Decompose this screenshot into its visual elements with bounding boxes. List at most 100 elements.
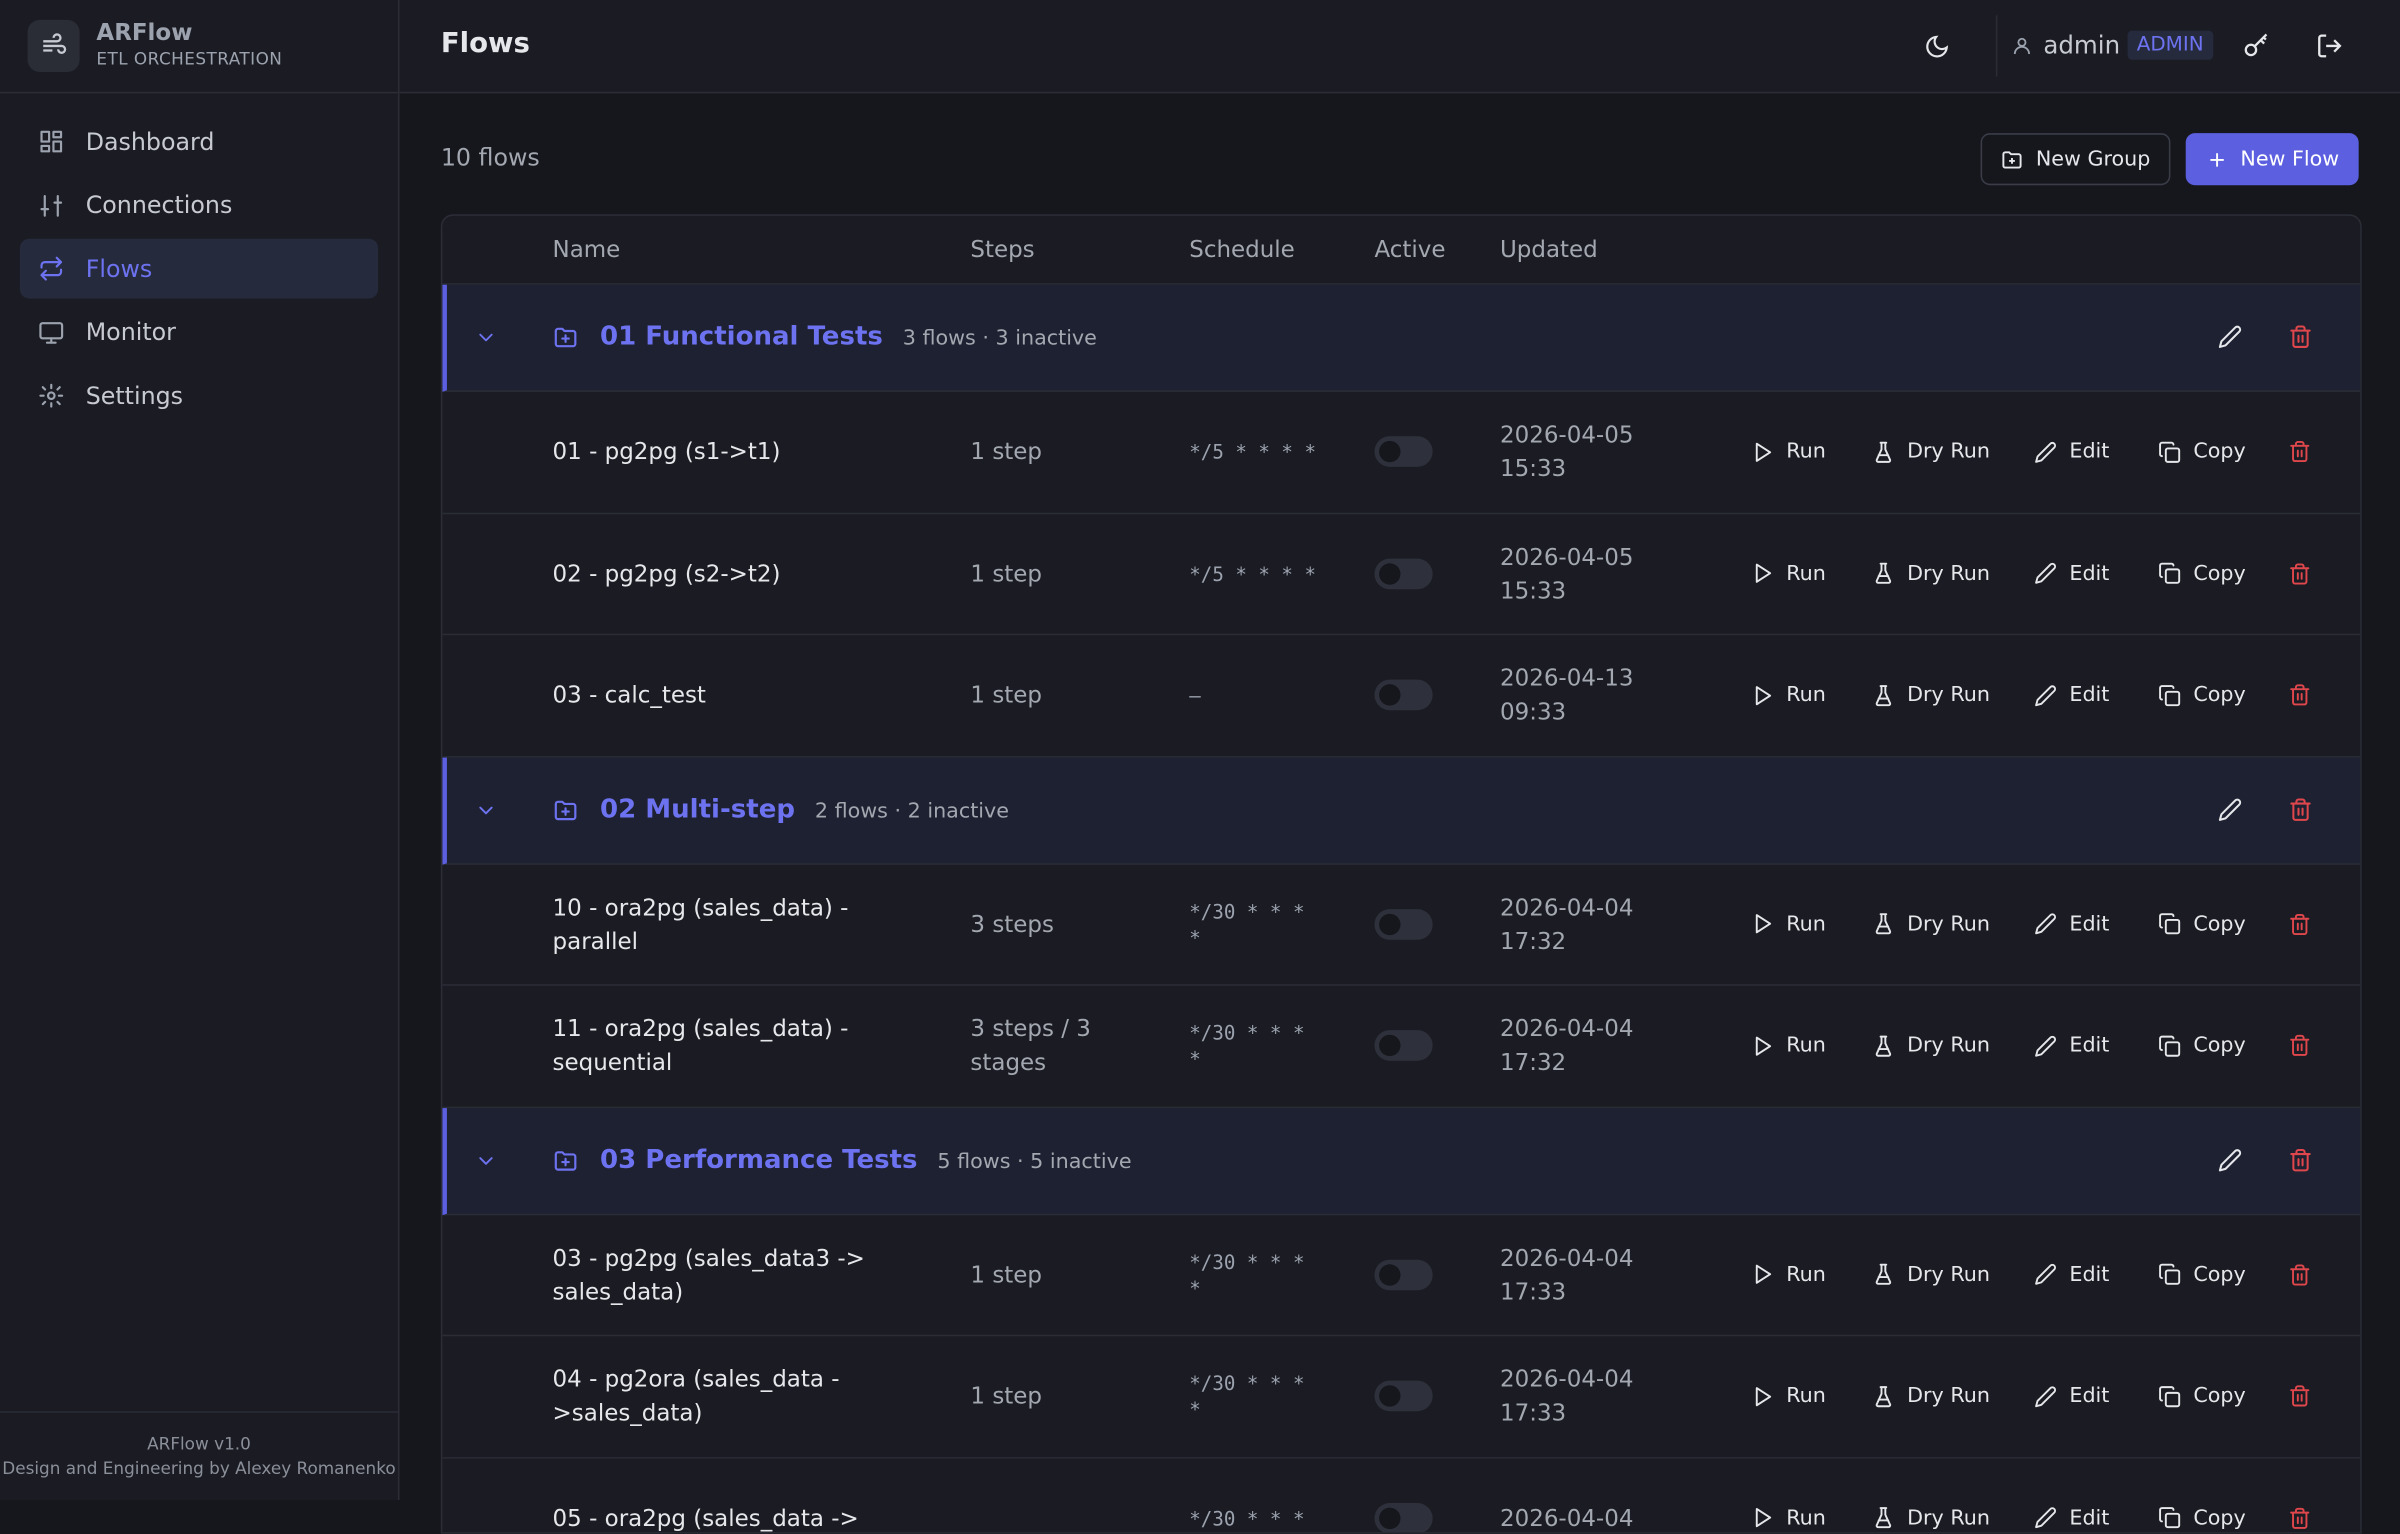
- theme-toggle[interactable]: [1924, 34, 1950, 60]
- dry-run-button[interactable]: Dry Run: [1872, 1384, 1990, 1409]
- run-button[interactable]: Run: [1751, 683, 1826, 708]
- nav-item[interactable]: Settings: [20, 366, 378, 426]
- copy-button[interactable]: Copy: [2158, 440, 2246, 464]
- delete-flow-button[interactable]: [2288, 1034, 2311, 1057]
- logout-button[interactable]: [2316, 32, 2344, 60]
- dry-run-button[interactable]: Dry Run: [1872, 683, 1990, 708]
- new-group-button[interactable]: New Group: [1980, 133, 2171, 186]
- flow-row: 01 - pg2pg (s1->t1) 1 step */5 * * * * 2026…: [442, 392, 2361, 514]
- active-toggle[interactable]: [1374, 908, 1433, 940]
- icon: [1755, 914, 1772, 934]
- delete-group-button[interactable]: [2288, 324, 2312, 355]
- delete-flow-button[interactable]: [2288, 1507, 2311, 1530]
- delete-flow-button[interactable]: [2288, 562, 2311, 585]
- delete-flow-button[interactable]: [2288, 684, 2311, 707]
- nav-item[interactable]: Monitor: [20, 302, 378, 362]
- delete-flow-button[interactable]: [2288, 440, 2311, 463]
- group-row[interactable]: 03 Performance Tests 5 flows · 5 inactive: [442, 1107, 2361, 1215]
- active-toggle[interactable]: [1374, 436, 1433, 468]
- icon: [2159, 1035, 2181, 1057]
- active-toggle[interactable]: [1374, 1259, 1433, 1290]
- edit-button[interactable]: Edit: [2034, 1384, 2109, 1409]
- icon: [2159, 684, 2181, 706]
- run-button[interactable]: Run: [1751, 561, 1826, 586]
- edit-button[interactable]: Edit: [2034, 1034, 2109, 1058]
- run-button[interactable]: Run: [1751, 1506, 1826, 1530]
- icon: [1875, 1035, 1892, 1057]
- copy-button[interactable]: Copy: [2158, 1506, 2246, 1530]
- button-label: Dry Run: [1907, 439, 1990, 465]
- copy-button[interactable]: Copy: [2158, 912, 2246, 936]
- delete-group-button[interactable]: [2288, 797, 2312, 828]
- run-button[interactable]: Run: [1751, 1262, 1826, 1287]
- nav-item[interactable]: Connections: [20, 175, 378, 235]
- dry-run-button[interactable]: Dry Run: [1872, 1262, 1990, 1287]
- flow-updated: 2026-04-13 09:33: [1499, 664, 1634, 726]
- edit-group-button[interactable]: [2218, 1147, 2242, 1178]
- delete-group-button[interactable]: [2288, 1147, 2312, 1178]
- active-toggle[interactable]: [1374, 558, 1433, 589]
- delete-flow-button[interactable]: [2288, 913, 2311, 936]
- copy-button[interactable]: Copy: [2158, 561, 2246, 586]
- group-name: 02 Multi-step: [599, 793, 795, 825]
- credit: Design and Engineering by Alexey Romanen…: [2, 1458, 396, 1479]
- delete-flow-button[interactable]: [2288, 1263, 2311, 1286]
- group-row[interactable]: 01 Functional Tests 3 flows · 3 inactive: [442, 284, 2361, 392]
- dry-run-button[interactable]: Dry Run: [1872, 1034, 1990, 1058]
- dry-run-button[interactable]: Dry Run: [1872, 561, 1990, 586]
- flow-name[interactable]: 10 - ora2pg (sales_data) - parallel: [552, 893, 849, 955]
- dry-run-button[interactable]: Dry Run: [1872, 1506, 1990, 1530]
- run-button[interactable]: Run: [1751, 1034, 1826, 1058]
- copy-button[interactable]: Copy: [2158, 1034, 2246, 1058]
- key-button[interactable]: [2242, 32, 2270, 60]
- flow-name[interactable]: 05 - ora2pg (sales_data ->: [552, 1504, 859, 1532]
- edit-button[interactable]: Edit: [2034, 440, 2109, 464]
- run-button[interactable]: Run: [1751, 1384, 1826, 1409]
- collapse-toggle[interactable]: [474, 326, 497, 355]
- collapse-toggle[interactable]: [474, 798, 497, 827]
- flow-name[interactable]: 03 - calc_test: [552, 681, 706, 710]
- button-label: Dry Run: [1907, 1384, 1990, 1409]
- delete-flow-button[interactable]: [2288, 1385, 2311, 1408]
- group-row[interactable]: 02 Multi-step 2 flows · 2 inactive: [442, 756, 2361, 865]
- button-label: Dry Run: [1907, 561, 1990, 586]
- flow-name[interactable]: 02 - pg2pg (s2->t2): [552, 559, 781, 588]
- flow-name[interactable]: 01 - pg2pg (s1->t1): [552, 438, 781, 466]
- flow-updated: 2026-04-04 17:33: [1499, 1244, 1634, 1306]
- edit-button[interactable]: Edit: [2034, 912, 2109, 936]
- active-toggle[interactable]: [1374, 1380, 1433, 1412]
- edit-group-button[interactable]: [2218, 797, 2242, 828]
- icon: [2159, 441, 2181, 463]
- dry-run-button[interactable]: Dry Run: [1872, 440, 1990, 464]
- copy-button[interactable]: Copy: [2158, 1384, 2246, 1409]
- flow-steps: 3 steps: [970, 910, 1054, 938]
- flows-table: Name Steps Schedule Active Updated 01 Functi…: [440, 214, 2362, 1534]
- copy-button[interactable]: Copy: [2158, 683, 2246, 708]
- flow-name[interactable]: 03 - pg2pg (sales_data3 -> sales_data): [552, 1244, 865, 1306]
- edit-button[interactable]: Edit: [2034, 1506, 2109, 1530]
- flow-name[interactable]: 11 - ora2pg (sales_data) - sequential: [552, 1015, 849, 1077]
- flow-name[interactable]: 04 - pg2ora (sales_data ->sales_data): [552, 1365, 840, 1427]
- icon: [2290, 1148, 2311, 1171]
- new-flow-button[interactable]: New Flow: [2185, 133, 2359, 186]
- run-button[interactable]: Run: [1751, 440, 1826, 464]
- active-toggle[interactable]: [1374, 679, 1433, 711]
- collapse-toggle[interactable]: [474, 1149, 497, 1178]
- active-toggle[interactable]: [1374, 1030, 1433, 1062]
- divider: [0, 1411, 398, 1413]
- edit-button[interactable]: Edit: [2034, 683, 2109, 708]
- run-button[interactable]: Run: [1751, 912, 1826, 936]
- copy-button[interactable]: Copy: [2158, 1262, 2246, 1287]
- nav-item[interactable]: Flows: [19, 238, 379, 299]
- edit-button[interactable]: Edit: [2034, 561, 2109, 586]
- edit-button[interactable]: Edit: [2034, 1262, 2109, 1287]
- nav-label: Connections: [85, 191, 233, 219]
- icon: [2035, 1507, 2056, 1529]
- user-icon: [2013, 37, 2030, 55]
- edit-group-button[interactable]: [2218, 324, 2242, 355]
- flow-row: 02 - pg2pg (s2->t2) 1 step */5 * * * * 2026…: [442, 514, 2361, 636]
- dry-run-button[interactable]: Dry Run: [1872, 912, 1990, 936]
- nav-item[interactable]: Dashboard: [20, 112, 378, 172]
- active-toggle[interactable]: [1374, 1502, 1433, 1533]
- group-title: 03 Performance Tests 5 flows · 5 inactive: [600, 1144, 1132, 1175]
